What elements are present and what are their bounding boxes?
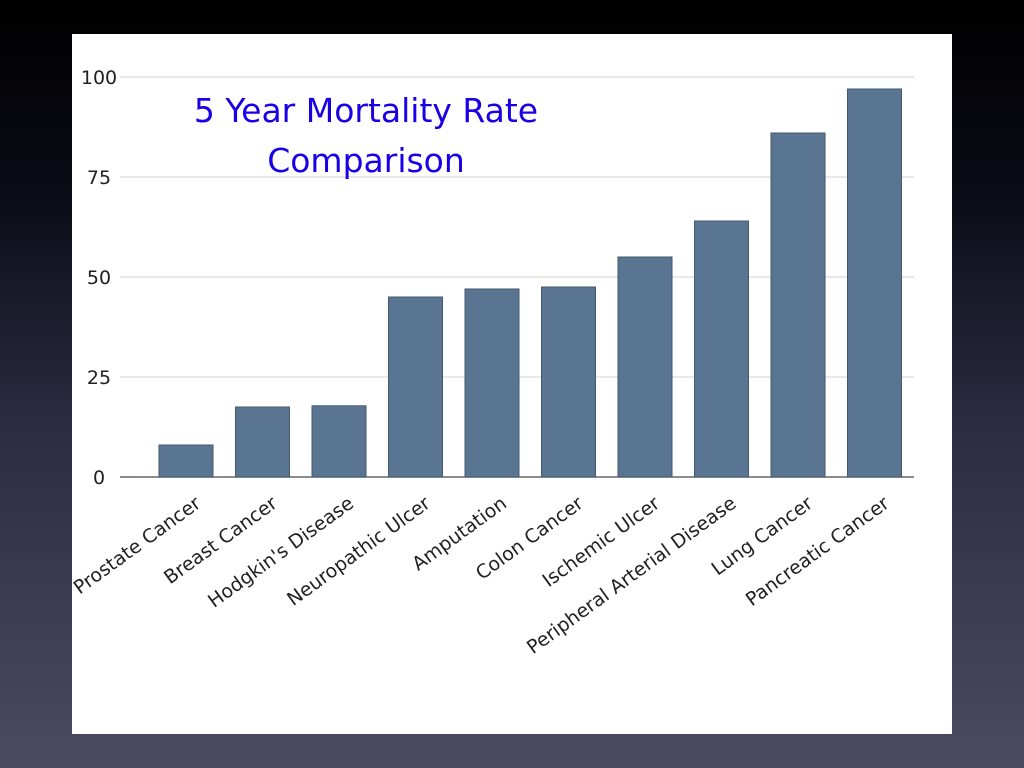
- bar: [541, 286, 596, 478]
- bar: [770, 132, 826, 478]
- bar: [464, 288, 520, 478]
- bar: [694, 220, 749, 478]
- bar: [617, 256, 673, 478]
- bar: [388, 296, 443, 478]
- bar: [235, 406, 290, 478]
- x-tick-label: Pancreatic Cancer: [742, 492, 894, 611]
- bar: [847, 88, 902, 478]
- y-tick-label: 100: [81, 67, 117, 89]
- bars: [158, 88, 902, 478]
- chart-title-line-1: 5 Year Mortality Rate: [194, 91, 538, 130]
- chart-title: 5 Year Mortality Rate Comparison: [194, 91, 538, 180]
- y-tick-label: 0: [93, 467, 105, 489]
- y-tick-label: 25: [87, 367, 111, 389]
- bar: [158, 444, 214, 478]
- chart-title-line-2: Comparison: [267, 141, 465, 180]
- y-axis-ticks: 0 25 50 75 100: [81, 67, 117, 489]
- y-tick-label: 75: [87, 167, 111, 189]
- x-tick-label: Prostate Cancer: [72, 492, 205, 599]
- x-tick-label: Neuropathic Ulcer: [283, 492, 434, 610]
- chart-panel: 0 25 50 75 100 Prostate Cancer Breast Cancer H…: [72, 34, 952, 734]
- bar: [311, 405, 367, 478]
- y-tick-label: 50: [87, 267, 111, 289]
